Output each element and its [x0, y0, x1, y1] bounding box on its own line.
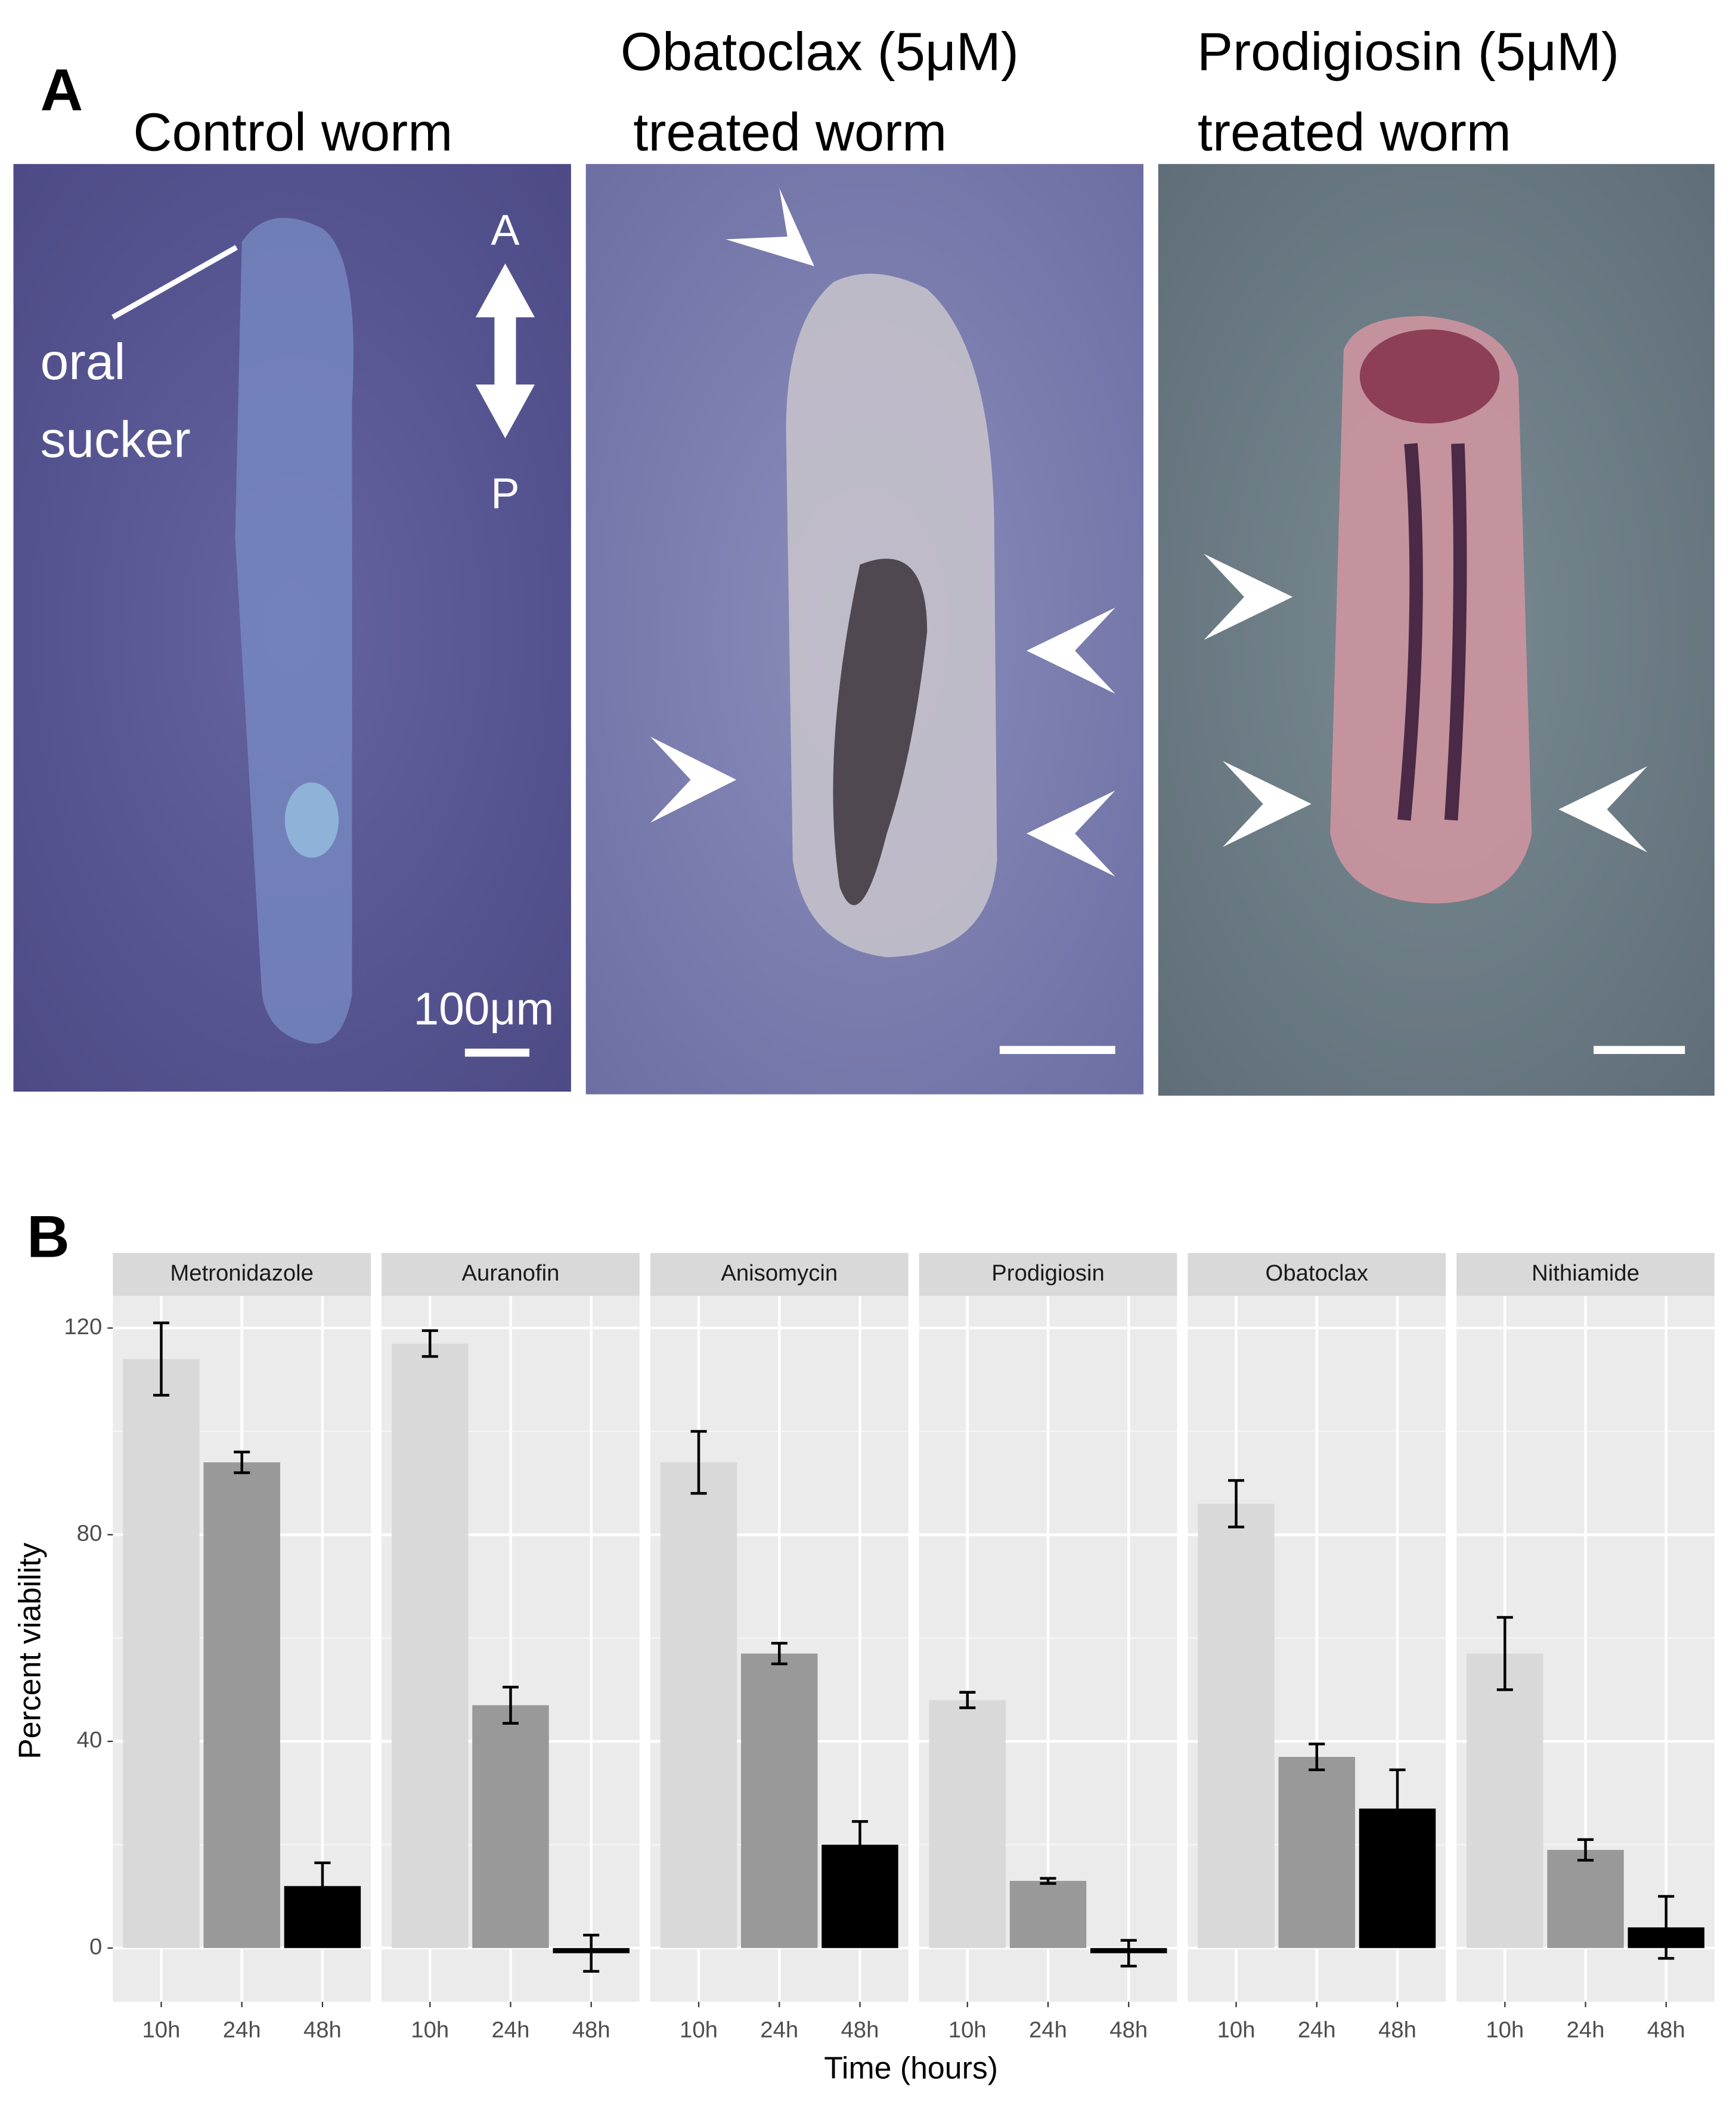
worm-detail — [1397, 443, 1467, 821]
bar — [660, 1462, 737, 1948]
panel-title: Obatoclax (5μM) — [621, 21, 1019, 82]
bar — [1467, 1653, 1543, 1948]
facet-label: Obatoclax — [1266, 1260, 1368, 1286]
bar — [1547, 1850, 1624, 1948]
bar — [1009, 1881, 1087, 1948]
x-tick-label: 24h — [492, 2017, 530, 2043]
x-tick-label: 48h — [303, 2017, 342, 2043]
facet-strip — [382, 1253, 640, 1296]
error-bar — [1228, 1479, 1245, 1529]
bar — [1198, 1504, 1275, 1948]
plot: Metronidazole 10h 24h 48h Auranofin 10h 24h 48h… — [64, 1253, 1715, 2043]
panel-title: Prodigiosin (5μM) — [1197, 21, 1619, 82]
panel-label: B — [27, 1204, 70, 1270]
error-bar — [421, 1329, 438, 1358]
x-axis-title: Time (hours) — [824, 2050, 998, 2085]
y-tick-label: 40 — [77, 1727, 103, 1753]
worm — [1330, 315, 1532, 904]
error-bar — [153, 1321, 169, 1397]
x-tick-label: 24h — [1298, 2017, 1336, 2043]
error-bar — [959, 1691, 976, 1709]
arrowhead — [726, 188, 814, 266]
facet-strip — [919, 1253, 1177, 1296]
arrowhead — [1026, 607, 1115, 694]
error-bar — [771, 1642, 788, 1666]
error-bar — [1658, 1895, 1675, 1960]
facet-label: Metronidazole — [170, 1260, 314, 1286]
facet-label: Prodigiosin — [991, 1260, 1104, 1286]
bar — [203, 1462, 280, 1948]
x-tick-label: 24h — [1029, 2017, 1067, 2043]
x-tick-label: 24h — [223, 2017, 261, 2043]
x-tick-label: 10h — [411, 2017, 449, 2043]
y-tick-label: 120 — [64, 1314, 102, 1340]
x-tick-label: 10h — [1486, 2017, 1524, 2043]
x-tick-label: 48h — [1647, 2017, 1685, 2043]
panel-title: treated worm — [1198, 103, 1511, 163]
error-bar — [234, 1450, 250, 1474]
x-tick-label: 10h — [142, 2017, 181, 2043]
bar — [1278, 1757, 1356, 1948]
facet-strip — [650, 1253, 909, 1296]
axis-arrow — [475, 264, 535, 439]
x-tick-label: 48h — [841, 2017, 879, 2043]
x-tick-label: 24h — [760, 2017, 798, 2043]
x-tick-label: 24h — [1567, 2017, 1605, 2043]
facet-strip — [113, 1253, 371, 1296]
annotation: 100μm — [413, 984, 554, 1034]
panel-title: treated worm — [633, 103, 947, 163]
pointer-line — [111, 245, 238, 320]
error-bar — [1389, 1768, 1406, 1849]
annotation: A — [491, 206, 519, 254]
arrowhead — [1558, 766, 1648, 852]
panel-title: Control worm — [133, 103, 452, 163]
annotation: sucker — [41, 411, 191, 469]
error-bar — [583, 1933, 600, 1973]
error-bar — [690, 1430, 707, 1495]
y-axis-title: Percent viability — [13, 1543, 47, 1759]
facet-strip — [1456, 1253, 1715, 1296]
annotation: P — [491, 470, 519, 517]
error-bar — [1496, 1616, 1513, 1691]
arrowhead — [1204, 554, 1293, 640]
error-bar — [1120, 1939, 1137, 1968]
error-bar — [851, 1820, 868, 1870]
facet-strip — [1188, 1253, 1446, 1296]
y-tick-label: 80 — [77, 1520, 103, 1546]
error-bar — [502, 1685, 519, 1725]
error-bar — [1577, 1838, 1594, 1862]
bar — [123, 1359, 200, 1948]
x-tick-label: 48h — [572, 2017, 610, 2043]
x-tick-label: 10h — [948, 2017, 987, 2043]
x-tick-label: 48h — [1109, 2017, 1148, 2043]
x-tick-label: 48h — [1378, 2017, 1416, 2043]
y-tick-label: 0 — [89, 1934, 102, 1960]
arrowhead — [1026, 790, 1115, 877]
annotation: oral — [41, 333, 126, 390]
arrowhead — [1223, 761, 1312, 847]
scale-bar — [464, 1048, 530, 1057]
worm-detail — [833, 559, 928, 906]
bar — [929, 1700, 1006, 1948]
facet-label: Nithiamide — [1532, 1260, 1639, 1286]
bar — [472, 1705, 549, 1948]
scale-bar — [999, 1046, 1115, 1054]
x-tick-label: 10h — [680, 2017, 718, 2043]
scale-bar — [1594, 1046, 1685, 1054]
worm-detail — [284, 782, 339, 858]
error-bar — [1309, 1743, 1325, 1771]
facet-label: Auranofin — [461, 1260, 559, 1286]
bar — [741, 1653, 818, 1948]
panel-label: A — [41, 57, 83, 123]
worm-detail — [1359, 329, 1500, 424]
x-tick-label: 10h — [1217, 2017, 1256, 2043]
error-bar — [314, 1861, 331, 1911]
error-bar — [1040, 1877, 1056, 1885]
bar — [392, 1343, 469, 1948]
arrowhead — [650, 736, 737, 823]
facet-label: Anisomycin — [721, 1260, 838, 1286]
